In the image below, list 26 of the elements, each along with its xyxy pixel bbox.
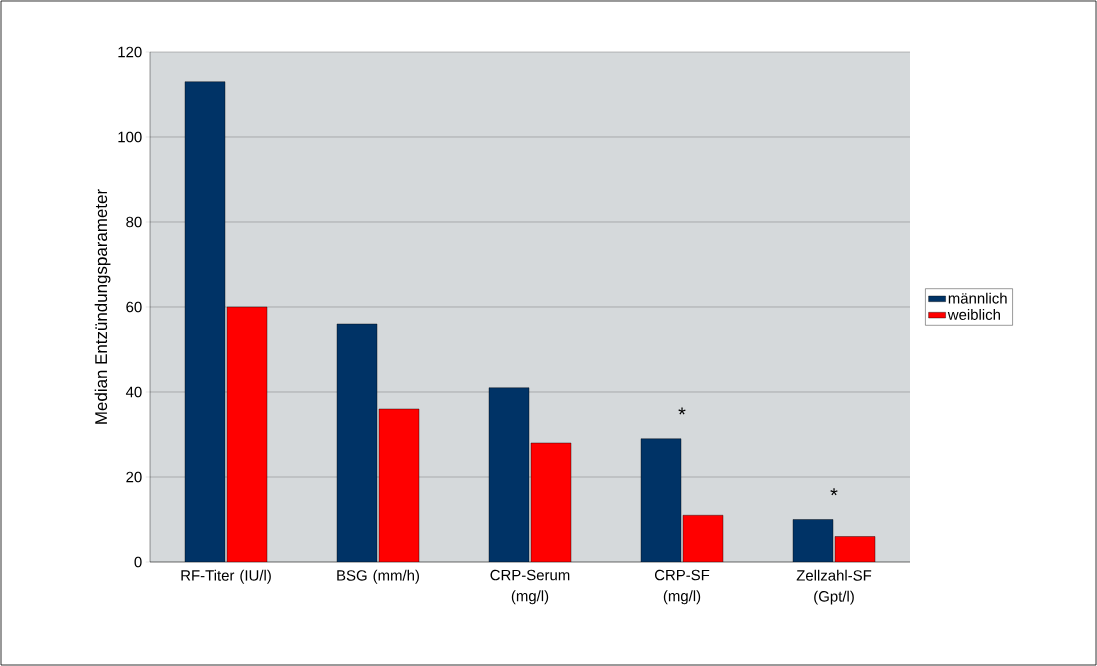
y-tick-label: 60 — [126, 301, 142, 313]
legend-label: weiblich — [947, 308, 1000, 320]
x-tick-label: CRP-SF (mg/l) — [654, 569, 710, 605]
bar — [185, 81, 225, 562]
bar — [489, 387, 529, 562]
bar — [531, 443, 571, 562]
y-tick-label: 20 — [126, 471, 142, 483]
bar — [337, 324, 377, 562]
x-tick-label: CRP-Serum (mg/l) — [490, 569, 570, 605]
bar — [792, 519, 834, 562]
bar — [379, 409, 419, 562]
annotation: * — [678, 407, 686, 415]
x-tick-label: RF-Titer (IU/l) — [181, 569, 271, 584]
y-tick-label: 0 — [134, 556, 142, 568]
legend-label: männlich — [948, 292, 1007, 304]
y-tick-label: 80 — [126, 216, 142, 228]
annotation: * — [830, 488, 838, 496]
bar — [641, 438, 682, 562]
bar — [227, 307, 267, 562]
y-tick-label: 120 — [118, 46, 142, 58]
y-axis-title: Median Entzündungsparameter — [94, 189, 111, 424]
x-tick-label: Zellzahl-SF (Gpt/l) — [796, 569, 872, 605]
y-tick-label: 40 — [125, 386, 142, 398]
x-tick-label: BSG (mm/h) — [337, 569, 419, 584]
bar — [683, 515, 724, 562]
y-tick-label: 100 — [118, 131, 142, 143]
